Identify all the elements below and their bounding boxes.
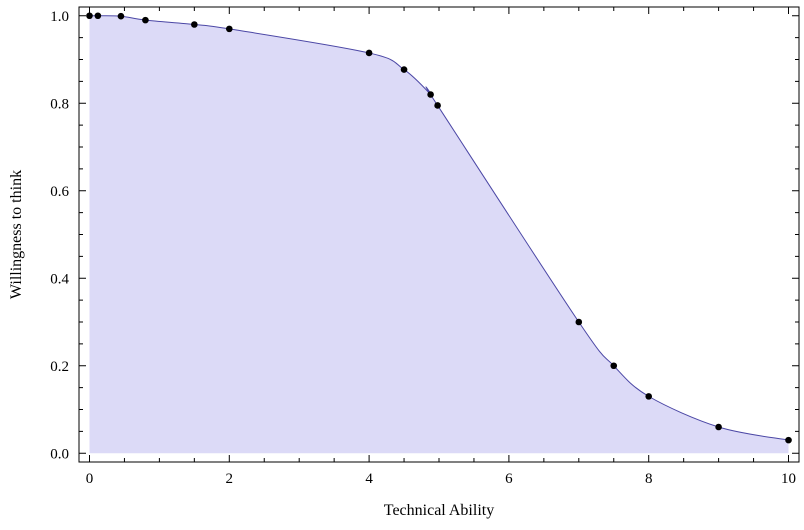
data-point (715, 423, 722, 431)
data-point (400, 66, 408, 73)
y-tick-label: 0.2 (50, 359, 69, 375)
data-point (94, 12, 102, 20)
series-line (89, 15, 789, 441)
data-point (142, 16, 149, 24)
x-tick-label: 2 (226, 471, 234, 487)
data-point (434, 102, 441, 109)
x-tick-label: 8 (645, 471, 653, 487)
x-tick-label: 4 (365, 471, 373, 487)
y-tick-label: 0.0 (50, 446, 69, 462)
data-point (610, 362, 618, 370)
data-point (365, 49, 373, 57)
x-tick-label: 0 (86, 471, 94, 487)
y-tick-label: 0.4 (50, 271, 69, 287)
data-point (575, 318, 583, 326)
area-fill (89, 15, 789, 454)
y-tick-label: 1.0 (50, 9, 69, 25)
x-axis-ticks: 0 2 4 6 8 10 (86, 7, 796, 487)
x-tick-label: 6 (505, 471, 513, 487)
x-axis-title: Technical Ability (384, 502, 494, 519)
x-tick-label: 10 (781, 471, 796, 487)
data-point (645, 393, 653, 400)
data-point (785, 436, 792, 444)
data-point (117, 12, 125, 20)
data-point (86, 12, 93, 20)
data-point (225, 25, 233, 33)
y-axis-ticks: 0.0 0.2 0.4 0.6 0.8 1.0 (50, 9, 799, 462)
data-points (86, 12, 792, 444)
data-point (427, 91, 434, 98)
y-tick-label: 0.6 (50, 184, 69, 200)
y-tick-label: 0.8 (50, 96, 69, 112)
data-point (191, 21, 198, 28)
y-axis-title: Willingness to think (8, 170, 25, 299)
